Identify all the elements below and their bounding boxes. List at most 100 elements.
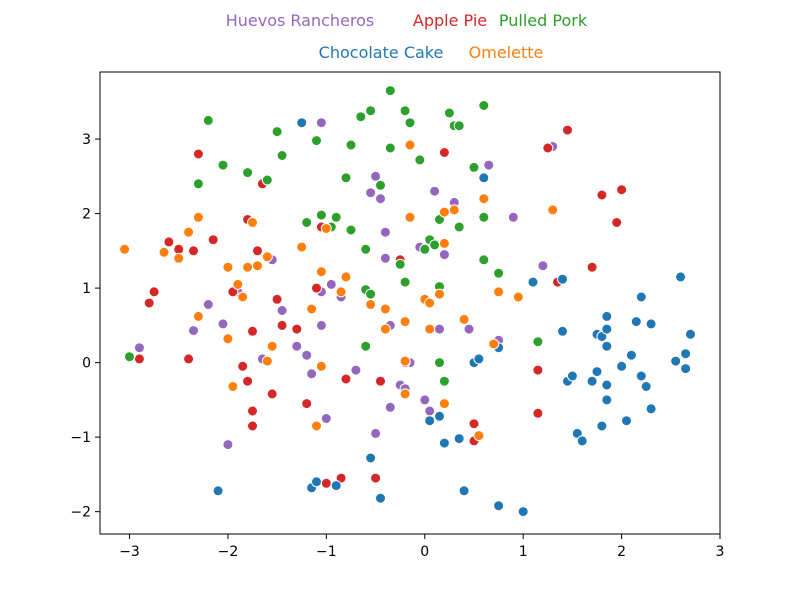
point-huevos-rancheros-19 — [379, 226, 391, 238]
point-omelette-13 — [252, 260, 263, 272]
point-omelette-21 — [315, 266, 327, 278]
point-omelette-1 — [158, 246, 170, 258]
x-tick-label: 1 — [519, 544, 528, 560]
point-pulled-pork-0 — [124, 351, 135, 363]
point-apple-pie-20 — [301, 398, 313, 410]
point-huevos-rancheros-12 — [315, 319, 327, 331]
point-pulled-pork-21 — [384, 85, 396, 97]
point-huevos-rancheros-34 — [507, 211, 519, 223]
point-pulled-pork-18 — [365, 288, 377, 300]
point-huevos-rancheros-3 — [217, 318, 229, 330]
point-chocolate-cake-16 — [493, 500, 505, 512]
point-pulled-pork-30 — [429, 239, 441, 251]
point-apple-pie-18 — [276, 319, 288, 331]
point-omelette-0 — [119, 243, 131, 255]
point-huevos-rancheros-40 — [419, 394, 431, 406]
point-huevos-rancheros-31 — [463, 323, 475, 335]
point-pulled-pork-22 — [384, 142, 396, 154]
point-omelette-28 — [399, 316, 411, 328]
point-pulled-pork-3 — [217, 159, 229, 171]
point-omelette-22 — [320, 223, 332, 234]
point-chocolate-cake-43 — [645, 403, 657, 415]
point-chocolate-cake-11 — [458, 485, 470, 497]
point-omelette-15 — [261, 355, 273, 367]
point-omelette-27 — [379, 323, 391, 335]
point-chocolate-cake-3 — [311, 476, 322, 488]
legend: Huevos Rancheros Apple Pie Pulled Pork C… — [226, 11, 588, 62]
point-omelette-23 — [335, 286, 347, 298]
point-chocolate-cake-35 — [616, 360, 628, 372]
y-tick-label: 0 — [82, 356, 91, 372]
legend-label-pulled-pork: Pulled Pork — [499, 11, 588, 30]
axes-layer: −3 −2 −1 0 1 2 3 −2 −1 0 1 2 3 — [70, 71, 725, 560]
point-pulled-pork-39 — [478, 211, 490, 223]
point-omelette-12 — [247, 217, 258, 228]
point-huevos-rancheros-9 — [301, 349, 313, 361]
point-pulled-pork-32 — [434, 357, 445, 369]
point-omelette-5 — [192, 211, 204, 223]
point-omelette-30 — [404, 211, 416, 223]
point-omelette-24 — [340, 271, 352, 283]
point-apple-pie-21 — [311, 282, 322, 294]
x-tick-label: 3 — [716, 544, 725, 560]
point-pulled-pork-14 — [345, 139, 357, 151]
point-huevos-rancheros-22 — [384, 401, 396, 413]
legend-label-huevos-rancheros: Huevos Rancheros — [226, 11, 375, 30]
point-omelette-3 — [183, 226, 195, 238]
point-omelette-35 — [438, 237, 450, 249]
point-omelette-41 — [478, 193, 490, 205]
point-huevos-rancheros-32 — [483, 159, 495, 171]
x-tick-label: −2 — [218, 544, 239, 560]
point-huevos-rancheros-29 — [438, 249, 450, 261]
point-omelette-37 — [438, 398, 450, 410]
point-apple-pie-35 — [542, 142, 554, 154]
point-pulled-pork-37 — [453, 120, 465, 132]
point-chocolate-cake-7 — [424, 415, 436, 427]
point-omelette-11 — [242, 261, 254, 273]
point-apple-pie-7 — [192, 148, 204, 160]
point-chocolate-cake-0 — [212, 485, 224, 497]
point-pulled-pork-42 — [493, 267, 505, 279]
point-pulled-pork-24 — [399, 105, 411, 117]
point-chocolate-cake-13 — [473, 353, 485, 365]
point-huevos-rancheros-26 — [424, 405, 436, 417]
point-omelette-25 — [365, 299, 377, 310]
point-omelette-44 — [512, 291, 524, 303]
point-omelette-31 — [404, 139, 416, 151]
point-apple-pie-33 — [532, 364, 544, 376]
x-tick-label: 2 — [617, 544, 626, 560]
point-pulled-pork-1 — [192, 178, 204, 190]
point-chocolate-cake-30 — [601, 323, 613, 335]
point-chocolate-cake-37 — [625, 349, 637, 361]
point-chocolate-cake-9 — [438, 437, 450, 449]
point-chocolate-cake-19 — [557, 325, 568, 337]
point-chocolate-cake-34 — [601, 394, 613, 406]
point-chocolate-cake-40 — [635, 291, 647, 303]
point-omelette-19 — [311, 420, 322, 432]
point-pulled-pork-2 — [202, 114, 214, 126]
point-pulled-pork-27 — [414, 154, 426, 166]
point-huevos-rancheros-0 — [133, 342, 145, 354]
point-apple-pie-39 — [611, 217, 623, 228]
point-chocolate-cake-24 — [576, 435, 588, 447]
point-chocolate-cake-1 — [296, 117, 308, 129]
point-chocolate-cake-29 — [596, 420, 608, 432]
point-omelette-33 — [424, 297, 436, 309]
point-huevos-rancheros-13 — [325, 278, 337, 290]
point-chocolate-cake-10 — [453, 433, 465, 445]
point-chocolate-cake-39 — [635, 370, 647, 382]
point-pulled-pork-9 — [311, 135, 322, 147]
point-apple-pie-31 — [468, 418, 480, 430]
point-pulled-pork-23 — [394, 258, 406, 270]
point-pulled-pork-20 — [375, 179, 386, 191]
point-pulled-pork-46 — [360, 340, 372, 352]
point-chocolate-cake-41 — [640, 381, 652, 392]
point-chocolate-cake-42 — [645, 318, 657, 330]
point-apple-pie-23 — [320, 477, 332, 489]
plot-frame — [99, 71, 721, 535]
point-apple-pie-1 — [143, 297, 155, 309]
point-apple-pie-27 — [375, 375, 386, 387]
point-apple-pie-25 — [340, 373, 352, 385]
point-apple-pie-8 — [207, 234, 219, 246]
point-apple-pie-43 — [247, 420, 258, 432]
